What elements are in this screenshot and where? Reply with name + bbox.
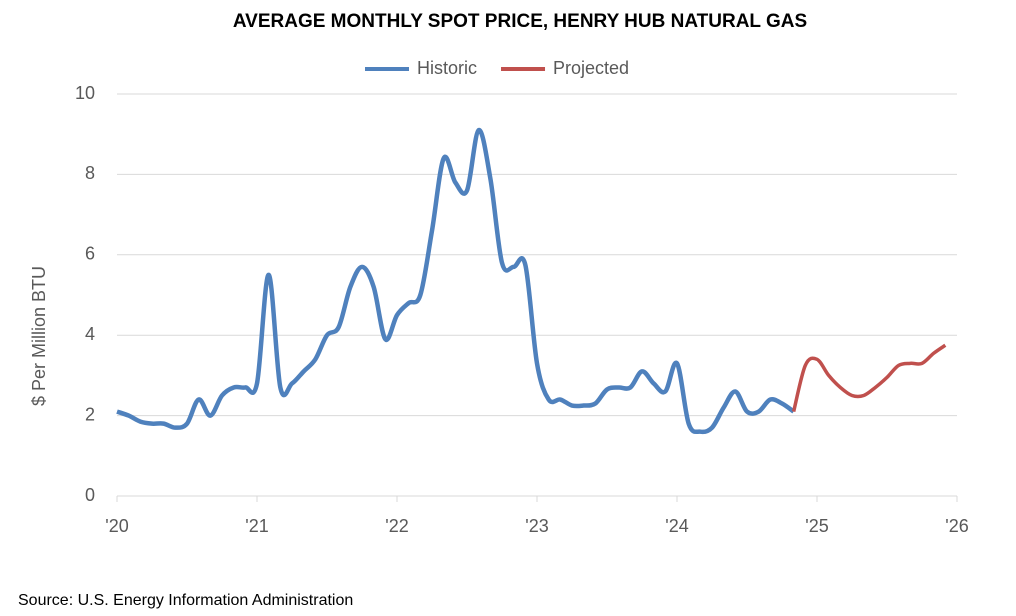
x-tick-label: '20 bbox=[105, 516, 128, 536]
y-tick-label: 2 bbox=[85, 404, 95, 424]
source: Source: U.S. Energy Information Administ… bbox=[18, 592, 353, 609]
series-line bbox=[116, 127, 795, 435]
series-line bbox=[791, 343, 947, 413]
x-tick-label: '23 bbox=[525, 516, 548, 536]
y-tick-label: 10 bbox=[75, 83, 95, 103]
legend-label: Projected bbox=[553, 58, 629, 78]
y-tick-label: 4 bbox=[85, 324, 95, 344]
x-tick-label: '22 bbox=[385, 516, 408, 536]
x-tick-label: '24 bbox=[665, 516, 688, 536]
y-tick-label: 6 bbox=[85, 244, 95, 264]
y-tick-label: 0 bbox=[85, 485, 95, 505]
x-tick-label: '25 bbox=[805, 516, 828, 536]
y-axis-label: $ Per Million BTU bbox=[29, 266, 49, 406]
chart-title: AVERAGE MONTHLY SPOT PRICE, HENRY HUB NA… bbox=[233, 11, 807, 32]
y-tick-label: 8 bbox=[85, 163, 95, 183]
x-tick-label: '26 bbox=[945, 516, 968, 536]
x-tick-label: '21 bbox=[245, 516, 268, 536]
legend-label: Historic bbox=[417, 58, 477, 78]
